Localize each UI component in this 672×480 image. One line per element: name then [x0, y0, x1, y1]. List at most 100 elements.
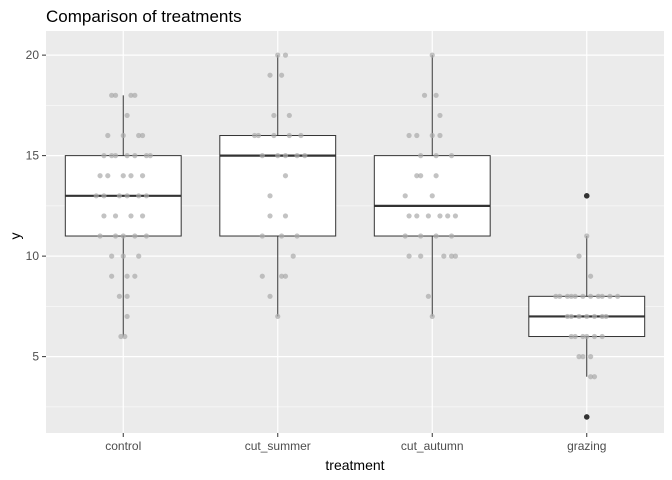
- jitter-point: [572, 293, 578, 299]
- jitter-point: [109, 153, 115, 159]
- jitter-point: [136, 132, 142, 139]
- jitter-point: [433, 153, 439, 159]
- outlier-point: [583, 193, 590, 199]
- jitter-point: [124, 313, 130, 320]
- jitter-point: [418, 233, 424, 239]
- jitter-point: [599, 293, 605, 299]
- y-axis-ticks: 5 10 15 20: [26, 48, 46, 364]
- jitter-point: [282, 213, 289, 219]
- jitter-point: [595, 293, 601, 299]
- jitter-point: [97, 173, 103, 179]
- jitter-point: [580, 293, 586, 299]
- jitter-point: [279, 233, 285, 239]
- jitter-point: [101, 193, 107, 199]
- x-axis-title: treatment: [325, 457, 384, 473]
- jitter-points: [93, 52, 621, 420]
- jitter-point: [267, 193, 273, 199]
- jitter-point: [425, 293, 431, 299]
- jitter-point: [414, 173, 420, 179]
- jitter-point: [418, 173, 424, 179]
- jitter-point: [572, 333, 578, 340]
- jitter-point: [112, 233, 119, 239]
- jitter-point: [429, 132, 435, 139]
- jitter-point: [275, 313, 281, 320]
- jitter-point: [105, 132, 111, 139]
- jitter-point: [584, 233, 590, 239]
- jitter-point: [286, 132, 292, 139]
- jitter-point: [429, 313, 435, 320]
- jitter-point: [452, 253, 459, 259]
- jitter-point: [112, 92, 119, 98]
- jitter-point: [132, 153, 138, 159]
- jitter-point: [433, 173, 439, 179]
- x-tick-label: grazing: [567, 439, 606, 453]
- jitter-point: [139, 132, 146, 139]
- jitter-point: [576, 253, 582, 259]
- jitter-point: [599, 333, 605, 340]
- jitter-point: [290, 253, 296, 259]
- jitter-point: [429, 193, 435, 199]
- jitter-point: [402, 193, 408, 199]
- jitter-point: [445, 213, 451, 219]
- jitter-point: [615, 293, 621, 299]
- jitter-point: [143, 153, 150, 159]
- jitter-point: [279, 273, 285, 279]
- jitter-point: [136, 253, 142, 259]
- jitter-point: [286, 112, 292, 119]
- jitter-point: [437, 132, 443, 139]
- jitter-point: [584, 333, 590, 340]
- jitter-point: [109, 253, 115, 259]
- jitter-point: [122, 333, 128, 340]
- jitter-point: [414, 132, 420, 139]
- jitter-point: [580, 333, 586, 340]
- jitter-point: [128, 213, 134, 219]
- jitter-point: [132, 233, 138, 239]
- x-axis-ticks: control cut_summer cut_autumn grazing: [105, 433, 606, 453]
- jitter-point: [294, 153, 300, 159]
- jitter-point: [448, 253, 455, 259]
- jitter-point: [139, 213, 146, 219]
- jitter-point: [402, 233, 408, 239]
- jitter-point: [259, 233, 265, 239]
- jitter-point: [418, 153, 424, 159]
- jitter-point: [118, 333, 124, 340]
- jitter-point: [588, 374, 594, 380]
- jitter-point: [128, 92, 134, 98]
- jitter-point: [603, 313, 609, 320]
- jitter-point: [588, 354, 594, 360]
- jitter-point: [588, 293, 594, 299]
- x-tick-label: cut_autumn: [401, 439, 464, 453]
- jitter-point: [132, 92, 138, 98]
- jitter-point: [302, 153, 308, 159]
- jitter-point: [298, 132, 304, 139]
- jitter-point: [414, 213, 420, 219]
- jitter-point: [267, 213, 273, 219]
- jitter-point: [553, 293, 559, 299]
- y-tick-label: 5: [32, 350, 39, 364]
- jitter-point: [147, 153, 153, 159]
- jitter-point: [120, 253, 126, 259]
- box-body: [219, 135, 337, 237]
- jitter-point: [267, 293, 273, 299]
- jitter-point: [406, 253, 412, 259]
- jitter-point: [591, 333, 598, 340]
- jitter-point: [112, 153, 119, 159]
- jitter-point: [124, 193, 130, 199]
- jitter-point: [282, 153, 289, 159]
- jitter-point: [437, 213, 443, 219]
- jitter-point: [109, 92, 115, 98]
- y-tick-label: 20: [26, 48, 40, 62]
- jitter-point: [124, 273, 130, 279]
- jitter-point: [591, 313, 598, 320]
- jitter-point: [441, 253, 447, 259]
- box-control: [64, 95, 182, 337]
- jitter-point: [116, 293, 122, 299]
- jitter-point: [282, 173, 289, 179]
- jitter-point: [97, 233, 103, 239]
- jitter-point: [584, 313, 590, 320]
- jitter-point: [429, 52, 435, 58]
- jitter-point: [120, 132, 126, 139]
- x-tick-label: control: [105, 439, 141, 453]
- jitter-point: [568, 333, 574, 340]
